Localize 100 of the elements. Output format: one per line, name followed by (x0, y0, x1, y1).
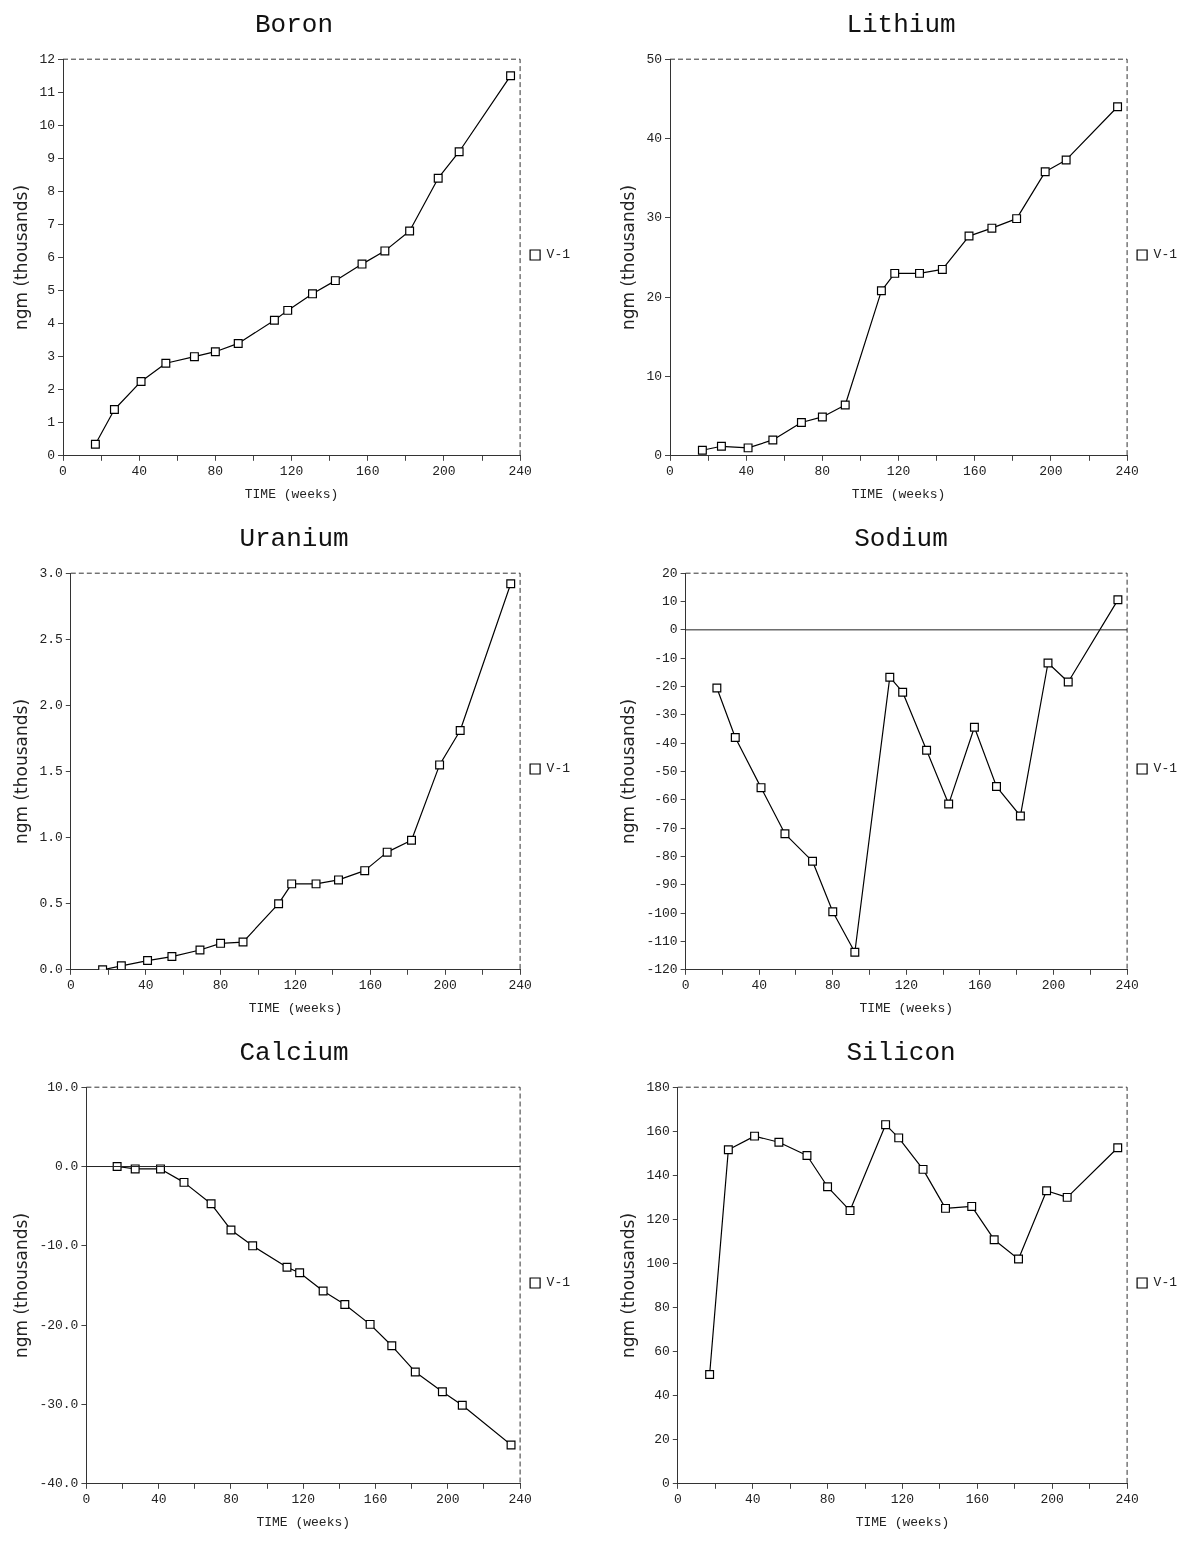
point (454, 147, 464, 157)
y-tick-label: 0 (654, 448, 662, 464)
x-tick-label: 240 (1115, 1492, 1139, 1508)
x-tick-label: 200 (1040, 1492, 1064, 1508)
point (308, 289, 317, 299)
legend-label: V-1 (546, 1275, 571, 1291)
y-tick-label: 20 (662, 565, 678, 581)
y-tick-label: 12 (39, 51, 55, 67)
y-axis-title: ngm (thousands) (617, 1212, 638, 1359)
y-tick-label: 0 (661, 1476, 670, 1492)
point (743, 443, 753, 453)
point (1043, 658, 1053, 668)
point (823, 1182, 833, 1192)
y-tick-label: 20 (654, 1432, 670, 1448)
point (318, 1286, 328, 1296)
point (1113, 102, 1123, 112)
point (987, 223, 997, 233)
point (334, 875, 343, 885)
point (992, 782, 1001, 791)
y-tick-label: -90 (654, 877, 678, 893)
y-axis-title: ngm (thousands) (10, 698, 31, 845)
y-tick-label: -70 (654, 820, 678, 836)
y-tick-label: -50 (654, 763, 678, 779)
x-tick-label: 200 (433, 978, 457, 994)
x-tick-label: 80 (223, 1492, 239, 1508)
point (269, 315, 279, 325)
y-tick-label: 10 (39, 117, 55, 133)
x-axis-title: TIME (weeks) (851, 486, 946, 502)
point (189, 352, 199, 362)
point (455, 726, 465, 736)
y-tick-label: -10 (654, 650, 678, 666)
y-tick-label: 20 (646, 289, 662, 305)
y-tick-label: 1.5 (39, 763, 63, 779)
point (817, 412, 827, 422)
x-axis-title: TIME (weeks) (248, 1000, 343, 1016)
point (365, 1319, 375, 1329)
x-tick-label: 40 (744, 1492, 761, 1508)
point (697, 445, 707, 455)
point (898, 687, 908, 697)
x-tick-label: 240 (508, 978, 532, 994)
point (357, 259, 367, 269)
y-tick-label: -40 (654, 735, 678, 751)
point (941, 1203, 950, 1213)
x-tick-label: 200 (432, 464, 456, 480)
point (506, 1440, 516, 1450)
chart-title: Silicon (846, 1038, 956, 1069)
x-tick-label: 160 (358, 978, 383, 994)
y-tick-label: 2.0 (39, 697, 63, 713)
point (248, 1241, 258, 1251)
point (1113, 595, 1123, 605)
x-tick-label: 120 (283, 978, 308, 994)
y-tick-label: -80 (654, 848, 678, 864)
y-tick-label: 30 (646, 210, 662, 226)
point (750, 1131, 760, 1141)
x-tick-label: 240 (508, 1492, 532, 1508)
y-tick-label: 2 (47, 382, 55, 398)
point (90, 439, 100, 449)
x-tick-label: 40 (131, 464, 147, 480)
legend-label: V-1 (546, 761, 571, 777)
x-tick-label: 80 (207, 464, 224, 480)
point (918, 1164, 928, 1174)
x-tick-label: 40 (751, 978, 767, 994)
y-tick-label: 80 (654, 1299, 670, 1315)
point (967, 1201, 977, 1211)
chart-title: Sodium (854, 524, 948, 555)
y-tick-label: 160 (646, 1123, 670, 1139)
point (705, 1370, 715, 1379)
y-tick-label: 5 (47, 282, 55, 298)
point (330, 276, 340, 286)
point (1113, 1143, 1123, 1153)
y-tick-label: 180 (646, 1079, 670, 1095)
point (881, 1120, 891, 1130)
point (360, 866, 370, 876)
point (894, 1133, 904, 1143)
x-tick-label: 40 (150, 1492, 167, 1508)
y-tick-label: -100 (646, 905, 678, 921)
y-tick-label: 4 (47, 316, 56, 332)
y-tick-label: 50 (646, 51, 662, 67)
x-tick-label: 120 (886, 464, 911, 480)
point (712, 683, 722, 693)
point (989, 1235, 999, 1245)
point (780, 829, 790, 839)
y-tick-label: -110 (646, 933, 678, 949)
point (136, 376, 146, 386)
point (969, 722, 979, 732)
x-tick-label: 160 (356, 464, 380, 480)
point (274, 899, 284, 909)
x-tick-label: 80 (824, 978, 841, 994)
point (828, 907, 838, 917)
x-tick-label: 120 (894, 978, 919, 994)
legend-label: V-1 (546, 247, 571, 263)
point (195, 945, 205, 955)
point (756, 783, 766, 793)
x-tick-label: 120 (279, 464, 304, 480)
y-tick-label: 40 (654, 1388, 670, 1404)
point (876, 286, 886, 296)
x-tick-label: 120 (890, 1492, 915, 1508)
point (295, 1268, 305, 1278)
point (410, 1367, 420, 1377)
point (723, 1145, 733, 1155)
